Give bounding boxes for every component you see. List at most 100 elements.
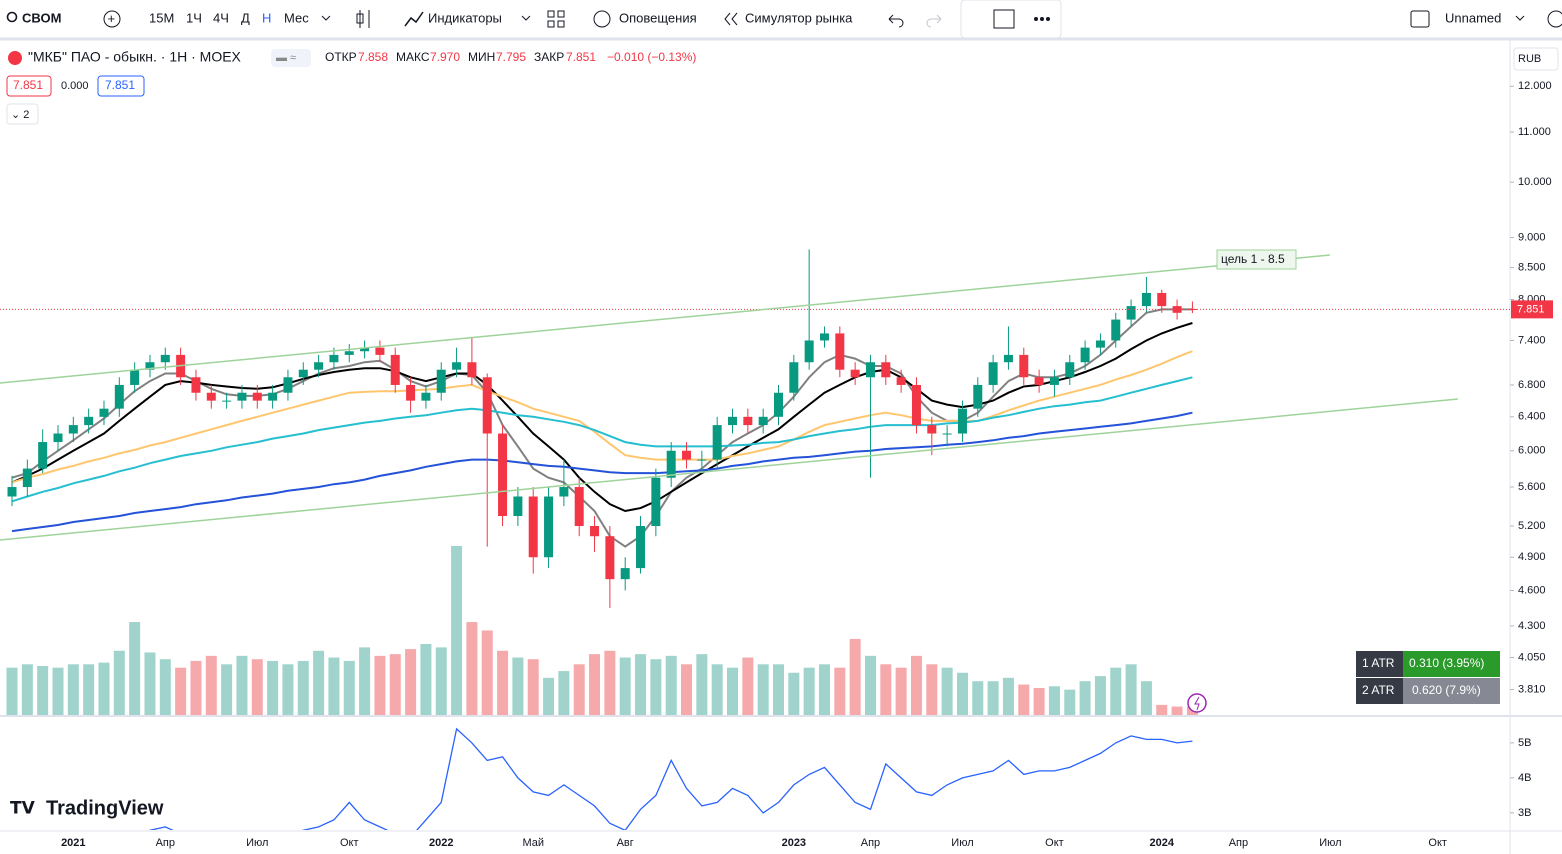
- rect-tool[interactable]: [993, 9, 1015, 29]
- candle-body: [421, 392, 431, 401]
- add-symbol[interactable]: [103, 10, 121, 28]
- plus: +: [108, 11, 116, 26]
- undo[interactable]: [888, 14, 904, 28]
- chevron[interactable]: [321, 15, 331, 21]
- main-pane: [6, 249, 1198, 715]
- y-tick-label: 10.000: [1518, 176, 1552, 188]
- atr-value: 0.620 (7.9%): [1412, 683, 1481, 697]
- y-tick-label: 4.600: [1518, 584, 1546, 596]
- volume-bar: [635, 654, 647, 715]
- more[interactable]: [1034, 17, 1050, 21]
- collapse-btn[interactable]: [6, 103, 39, 125]
- replay[interactable]: Симулятор рынка: [745, 10, 853, 25]
- alerts-icon[interactable]: [593, 10, 611, 28]
- candle-body: [574, 487, 584, 527]
- interval-active[interactable]: Н: [262, 10, 271, 25]
- candle-body: [314, 362, 324, 370]
- drawing-toolbar: [960, 0, 1062, 39]
- layouts-icon[interactable]: [547, 10, 565, 28]
- interval[interactable]: 15М: [149, 10, 174, 25]
- volume-bar: [405, 649, 417, 715]
- atr-value-box: [1403, 678, 1500, 704]
- chart-type-icon[interactable]: [359, 10, 370, 28]
- ask-box: [97, 75, 145, 97]
- interval[interactable]: Д: [241, 10, 250, 25]
- layout-name[interactable]: Unnamed: [1445, 10, 1501, 25]
- watermark-logo: 𝗧𝗩: [10, 798, 36, 817]
- target-label: цель 1 - 8.5: [1221, 252, 1285, 266]
- candle-body: [237, 392, 247, 401]
- candle-body: [819, 333, 829, 341]
- legend-value: 7.795: [496, 50, 526, 64]
- interval[interactable]: 4Ч: [213, 10, 229, 25]
- redo[interactable]: [926, 14, 942, 28]
- volume-bar: [1033, 687, 1045, 715]
- symbol-logo: [8, 51, 22, 65]
- replay-icon[interactable]: [724, 12, 738, 26]
- volume-bar: [6, 667, 18, 715]
- volume-bar: [83, 664, 95, 715]
- candle-body: [850, 369, 860, 378]
- x-tick-label: Июл: [1319, 837, 1341, 849]
- volume-bar: [481, 630, 493, 715]
- volume-bar: [773, 664, 784, 715]
- y-tick-label: 3.810: [1518, 683, 1546, 695]
- symbol[interactable]: СВОМ: [22, 10, 61, 25]
- volume-bar: [1079, 681, 1091, 715]
- trend-line[interactable]: [0, 254, 1331, 384]
- indicators[interactable]: Индикаторы: [428, 10, 502, 25]
- volume-bar: [343, 660, 355, 715]
- candle-body: [697, 459, 707, 461]
- legend-title: "МКБ" ПАО - обыкн. · 1Н · MOEX: [28, 49, 242, 65]
- collapse-count: ⌄ 2: [11, 109, 29, 121]
- candle-body: [53, 433, 63, 443]
- candle-body: [84, 416, 94, 426]
- candle-body: [1065, 362, 1075, 378]
- chevron[interactable]: [1515, 15, 1525, 21]
- search-icon[interactable]: [6, 11, 18, 23]
- legend-buttons[interactable]: [271, 49, 311, 67]
- currency-btn[interactable]: [1513, 47, 1559, 71]
- volume-bar: [727, 667, 739, 715]
- volume-bar: [543, 677, 555, 715]
- clock[interactable]: [1547, 10, 1562, 28]
- volume-bar: [956, 672, 968, 715]
- trend-line[interactable]: [0, 398, 1459, 541]
- candle-body: [743, 416, 753, 426]
- layout-icon[interactable]: [1410, 10, 1430, 28]
- volume-bar: [1002, 677, 1014, 715]
- chevron[interactable]: [521, 15, 531, 21]
- volume-bar: [67, 664, 79, 715]
- volume-bar: [650, 659, 662, 715]
- interval[interactable]: 1Ч: [186, 10, 202, 25]
- volume-bar: [558, 671, 570, 715]
- candle-body: [957, 408, 967, 434]
- toolbar-items: СВОМ + 15М 1Ч 4Ч Д Н Мес Индикаторы Опов…: [6, 0, 1562, 39]
- events-icon[interactable]: [1187, 693, 1207, 713]
- volume-bar: [864, 655, 876, 715]
- volume-bar: [880, 664, 892, 715]
- candle-body: [1157, 292, 1167, 307]
- candle-body: [1034, 377, 1044, 385]
- volume-bar: [1140, 681, 1152, 715]
- alerts[interactable]: Оповещения: [619, 10, 697, 25]
- candle-body: [329, 354, 339, 363]
- interval[interactable]: Мес: [284, 10, 309, 25]
- volume-bar: [205, 655, 217, 715]
- candle-body: [666, 450, 676, 478]
- candle-body: [712, 425, 722, 460]
- candle-body: [988, 362, 998, 385]
- candle-body: [835, 333, 845, 370]
- indicators-icon[interactable]: [404, 11, 424, 27]
- moving-average: [11, 376, 1193, 503]
- watermark-text: TradingView: [46, 797, 164, 819]
- target-box[interactable]: [1216, 249, 1297, 270]
- candle-body: [590, 526, 600, 537]
- indicator-pane: [148, 727, 1193, 830]
- volume-bar: [359, 647, 371, 715]
- candle-body: [728, 416, 738, 426]
- y-tick-label: 3B: [1518, 807, 1531, 819]
- candle-body: [973, 384, 983, 409]
